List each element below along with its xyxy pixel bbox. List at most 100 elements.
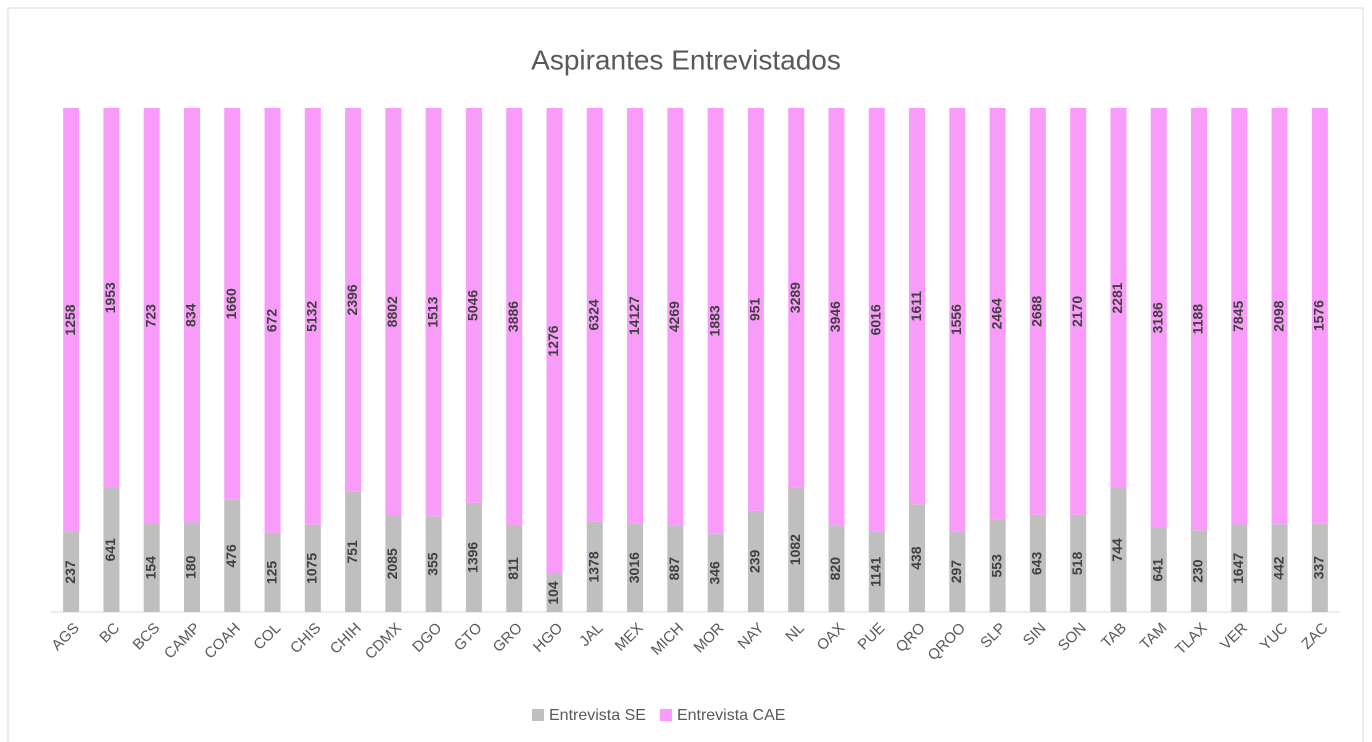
data-label: 3186 — [1149, 302, 1165, 333]
data-label: 1647 — [1230, 552, 1246, 583]
data-label: 3016 — [626, 552, 642, 583]
data-label: 355 — [424, 552, 440, 576]
bar-segment — [546, 574, 563, 612]
bar-segment — [1191, 530, 1208, 612]
bar-segment — [707, 533, 724, 612]
data-label: 104 — [545, 581, 561, 605]
bar-segment — [1029, 108, 1046, 515]
data-label: 518 — [1069, 552, 1085, 576]
bar-segment — [747, 108, 764, 511]
bar-segment — [747, 510, 764, 612]
data-label: 887 — [666, 557, 682, 581]
data-label: 1378 — [586, 551, 602, 582]
bar-segment — [425, 108, 442, 517]
bar-segment — [1070, 108, 1087, 515]
bar-segment — [345, 108, 362, 492]
bar-segment — [627, 523, 644, 612]
bar-segment — [143, 523, 160, 612]
data-label: 811 — [505, 557, 521, 580]
bar-segment — [1191, 108, 1208, 531]
bar-segment — [1231, 524, 1248, 612]
bar-segment — [909, 504, 926, 612]
data-label: 239 — [747, 549, 763, 573]
bar-segment — [667, 108, 684, 526]
data-label: 180 — [183, 555, 199, 579]
data-label: 641 — [102, 538, 118, 562]
bar-segment — [345, 491, 362, 612]
data-label: 641 — [1149, 558, 1165, 582]
data-label: 951 — [747, 297, 763, 321]
data-label: 820 — [827, 557, 843, 581]
data-label: 1556 — [948, 304, 964, 335]
legend-swatch — [532, 709, 544, 721]
bar-segment — [828, 108, 845, 526]
bar-segment — [304, 524, 321, 612]
data-label: 2281 — [1109, 282, 1125, 313]
bar-segment — [264, 108, 281, 533]
chart-title: Aspirantes Entrevistados — [531, 44, 841, 75]
data-label: 3289 — [787, 282, 803, 313]
data-label: 1075 — [304, 553, 320, 584]
data-label: 442 — [1270, 556, 1286, 580]
data-label: 476 — [223, 544, 239, 568]
data-label: 297 — [948, 560, 964, 584]
bar-segment — [949, 531, 966, 612]
bar-segment — [667, 525, 684, 612]
bar-segment — [909, 108, 926, 505]
legend-label: Entrevista SE — [549, 707, 646, 724]
bar-segment — [627, 108, 644, 524]
data-label: 1953 — [102, 282, 118, 313]
bar-segment — [1150, 527, 1167, 612]
data-label: 1576 — [1311, 300, 1327, 331]
data-label: 2464 — [988, 298, 1004, 329]
data-label: 1660 — [223, 288, 239, 319]
data-label: 6016 — [867, 304, 883, 335]
bar-segment — [989, 519, 1006, 612]
bar-segment — [586, 108, 603, 522]
data-label: 2170 — [1069, 296, 1085, 327]
bar-segment — [1271, 524, 1288, 612]
data-label: 672 — [263, 309, 279, 333]
bar-segment — [506, 108, 523, 525]
bar-segment — [788, 108, 805, 488]
bar-segment — [949, 108, 966, 532]
bar-segment — [1029, 514, 1046, 612]
data-label: 5046 — [465, 290, 481, 321]
bar-segment — [707, 108, 724, 534]
bar-segment — [828, 525, 845, 612]
data-label: 744 — [1109, 538, 1125, 562]
bar-segment — [385, 108, 402, 516]
bar-segment — [586, 521, 603, 612]
bar-segment — [103, 108, 120, 488]
bar-segment — [224, 108, 241, 500]
bar-segment — [304, 108, 321, 525]
data-label: 346 — [706, 561, 722, 585]
data-label: 723 — [142, 304, 158, 328]
bar-segment — [63, 532, 80, 612]
bar-segment — [868, 108, 885, 532]
data-label: 1513 — [424, 296, 440, 327]
bar-segment — [1110, 488, 1127, 612]
data-label: 1082 — [787, 534, 803, 565]
data-label: 1276 — [545, 325, 561, 356]
data-label: 1883 — [706, 305, 722, 336]
data-label: 1258 — [62, 304, 78, 335]
bar-segment — [1271, 108, 1288, 525]
bar-segment — [546, 108, 563, 575]
data-label: 1611 — [908, 291, 924, 322]
data-label: 5132 — [304, 301, 320, 332]
data-label: 834 — [183, 303, 199, 327]
data-label: 751 — [344, 540, 360, 564]
bar-segment — [506, 524, 523, 612]
bar-segment — [1150, 108, 1167, 528]
data-label: 438 — [908, 546, 924, 570]
bar-segment — [465, 108, 482, 503]
data-label: 3886 — [505, 301, 521, 332]
bar-segment — [183, 108, 200, 523]
data-label: 14127 — [626, 296, 642, 335]
bar-segment — [1110, 108, 1127, 489]
bar-segment — [103, 487, 120, 612]
data-label: 2396 — [344, 284, 360, 315]
bar-segment — [385, 515, 402, 612]
